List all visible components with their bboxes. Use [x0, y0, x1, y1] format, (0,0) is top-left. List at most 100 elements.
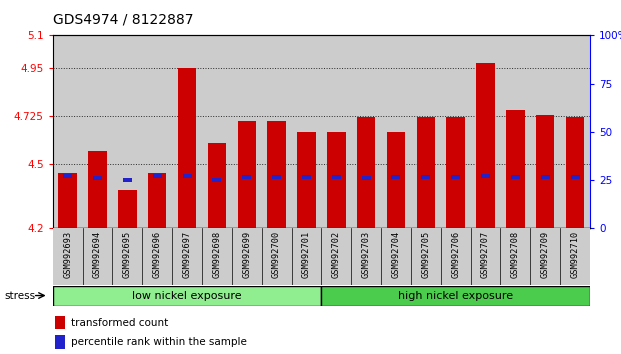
Bar — [322, 228, 351, 285]
Text: GSM992706: GSM992706 — [451, 231, 460, 278]
Text: GSM992709: GSM992709 — [541, 231, 550, 278]
Bar — [560, 228, 590, 285]
Bar — [351, 35, 381, 228]
Bar — [207, 143, 226, 228]
Bar — [212, 178, 222, 182]
Bar — [88, 151, 107, 228]
Bar — [501, 35, 530, 228]
Bar — [571, 175, 579, 179]
Bar — [237, 121, 256, 228]
Bar — [381, 35, 411, 228]
Bar — [327, 132, 345, 228]
Bar — [387, 132, 406, 228]
Text: GSM992707: GSM992707 — [481, 231, 490, 278]
Bar — [471, 228, 501, 285]
Bar — [83, 228, 112, 285]
Bar — [142, 228, 172, 285]
Bar — [417, 117, 435, 228]
Text: GSM992700: GSM992700 — [272, 231, 281, 278]
Bar — [153, 174, 161, 178]
Bar — [232, 228, 261, 285]
Bar — [441, 35, 471, 228]
Text: GSM992703: GSM992703 — [361, 231, 371, 278]
Bar — [63, 174, 72, 178]
Bar — [391, 175, 401, 179]
Bar — [361, 176, 371, 180]
Bar — [536, 115, 555, 228]
Bar — [357, 117, 375, 228]
Text: GDS4974 / 8122887: GDS4974 / 8122887 — [53, 12, 193, 27]
Bar — [55, 335, 65, 349]
Bar — [566, 117, 584, 228]
Text: GSM992695: GSM992695 — [123, 231, 132, 278]
Bar — [183, 174, 191, 178]
Text: GSM992702: GSM992702 — [332, 231, 341, 278]
Bar — [302, 175, 311, 179]
Bar — [272, 175, 281, 179]
Bar — [142, 35, 172, 228]
Bar — [297, 132, 315, 228]
Text: GSM992696: GSM992696 — [153, 231, 161, 278]
Text: low nickel exposure: low nickel exposure — [132, 291, 242, 301]
Bar — [58, 173, 77, 228]
Bar — [501, 228, 530, 285]
Bar — [560, 35, 590, 228]
Bar — [351, 228, 381, 285]
Bar — [53, 35, 83, 228]
Bar — [511, 175, 520, 179]
Bar — [471, 35, 501, 228]
Bar — [202, 228, 232, 285]
Text: GSM992698: GSM992698 — [212, 231, 222, 278]
Bar — [411, 35, 441, 228]
Bar — [242, 175, 252, 179]
Bar — [172, 228, 202, 285]
Text: percentile rank within the sample: percentile rank within the sample — [71, 337, 247, 347]
Bar — [53, 286, 322, 306]
Bar — [421, 175, 430, 179]
Bar — [112, 228, 142, 285]
Bar — [268, 121, 286, 228]
Bar — [291, 228, 322, 285]
Bar — [441, 228, 471, 285]
Text: GSM992699: GSM992699 — [242, 231, 252, 278]
Bar — [530, 35, 560, 228]
Bar — [178, 68, 196, 228]
Text: stress: stress — [4, 291, 35, 301]
Bar — [261, 228, 291, 285]
Text: GSM992708: GSM992708 — [511, 231, 520, 278]
Bar — [202, 35, 232, 228]
Bar — [112, 35, 142, 228]
Bar — [55, 316, 65, 329]
Bar — [261, 35, 291, 228]
Text: GSM992705: GSM992705 — [421, 231, 430, 278]
Bar — [322, 35, 351, 228]
Text: GSM992710: GSM992710 — [571, 231, 579, 278]
Bar — [381, 228, 411, 285]
Text: GSM992701: GSM992701 — [302, 231, 311, 278]
Bar — [93, 176, 102, 180]
Bar — [446, 117, 465, 228]
Bar — [451, 175, 460, 179]
Text: high nickel exposure: high nickel exposure — [398, 291, 513, 301]
Bar — [172, 35, 202, 228]
Bar — [148, 173, 166, 228]
Bar — [411, 228, 441, 285]
Bar — [123, 178, 132, 182]
Bar — [232, 35, 261, 228]
Bar — [530, 228, 560, 285]
Bar — [118, 190, 137, 228]
Bar — [83, 35, 112, 228]
Bar — [322, 286, 590, 306]
Text: GSM992693: GSM992693 — [63, 231, 72, 278]
Text: GSM992697: GSM992697 — [183, 231, 191, 278]
Bar — [332, 175, 341, 179]
Text: GSM992704: GSM992704 — [391, 231, 401, 278]
Bar — [541, 175, 550, 179]
Text: transformed count: transformed count — [71, 318, 168, 327]
Bar — [481, 174, 490, 178]
Bar — [506, 110, 525, 228]
Bar — [53, 228, 83, 285]
Text: GSM992694: GSM992694 — [93, 231, 102, 278]
Bar — [476, 63, 495, 228]
Bar — [291, 35, 322, 228]
